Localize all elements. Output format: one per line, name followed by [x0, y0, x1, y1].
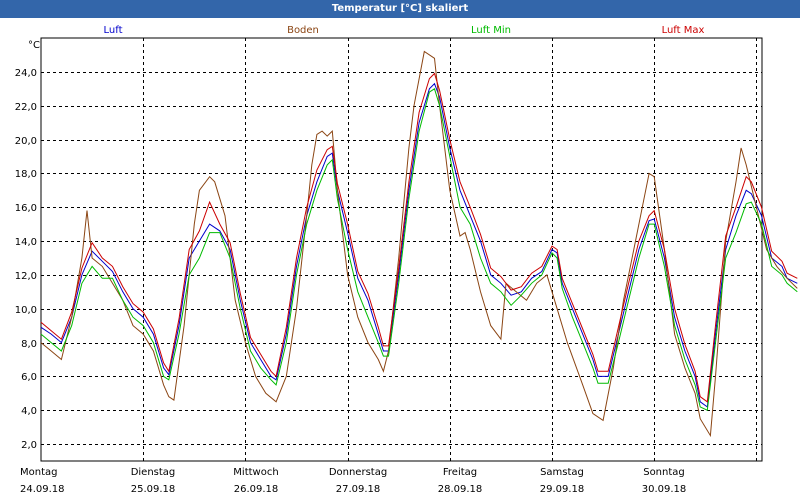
- window-title: Temperatur [°C] skaliert: [0, 0, 800, 18]
- legend-entry: Luft Max: [662, 25, 705, 36]
- y-tick-label: 4,0: [21, 406, 37, 417]
- series-line: [40, 82, 798, 408]
- series-line: [40, 88, 798, 411]
- y-tick-label: 12,0: [15, 271, 37, 282]
- legend-entry: Boden: [287, 25, 319, 36]
- series-line: [40, 72, 798, 403]
- x-tick-day-label: Donnerstag: [329, 467, 387, 478]
- y-tick-label: 14,0: [15, 237, 37, 248]
- x-tick-date-label: 26.09.18: [234, 484, 279, 495]
- y-tick-label: 24,0: [15, 68, 37, 79]
- y-tick-label: 2,0: [21, 440, 37, 451]
- x-tick-day-label: Freitag: [443, 467, 477, 478]
- y-tick-label: 6,0: [21, 372, 37, 383]
- y-axis-label: °C: [28, 40, 40, 51]
- x-tick-date-label: 30.09.18: [642, 484, 687, 495]
- x-tick-day-label: Sonntag: [643, 467, 685, 478]
- y-tick-label: 8,0: [21, 339, 37, 350]
- legend-entry: Luft Min: [471, 25, 511, 36]
- x-tick-date-label: 29.09.18: [540, 484, 585, 495]
- x-tick-day-label: Samstag: [540, 467, 584, 478]
- y-tick-label: 18,0: [15, 169, 37, 180]
- x-tick-day-label: Mittwoch: [233, 467, 278, 478]
- y-tick-label: 20,0: [15, 136, 37, 147]
- x-tick-date-label: 24.09.18: [20, 484, 65, 495]
- y-tick-label: 22,0: [15, 102, 37, 113]
- x-tick-date-label: 25.09.18: [131, 484, 176, 495]
- plot-frame: [40, 37, 763, 462]
- x-tick-date-label: 27.09.18: [336, 484, 381, 495]
- x-tick-day-label: Dienstag: [131, 467, 176, 478]
- x-tick-date-label: 28.09.18: [438, 484, 483, 495]
- y-tick-label: 10,0: [15, 305, 37, 316]
- y-tick-label: 16,0: [15, 203, 37, 214]
- series-line: [40, 50, 798, 438]
- x-tick-day-label: Montag: [20, 467, 57, 478]
- legend-entry: Luft: [104, 25, 123, 36]
